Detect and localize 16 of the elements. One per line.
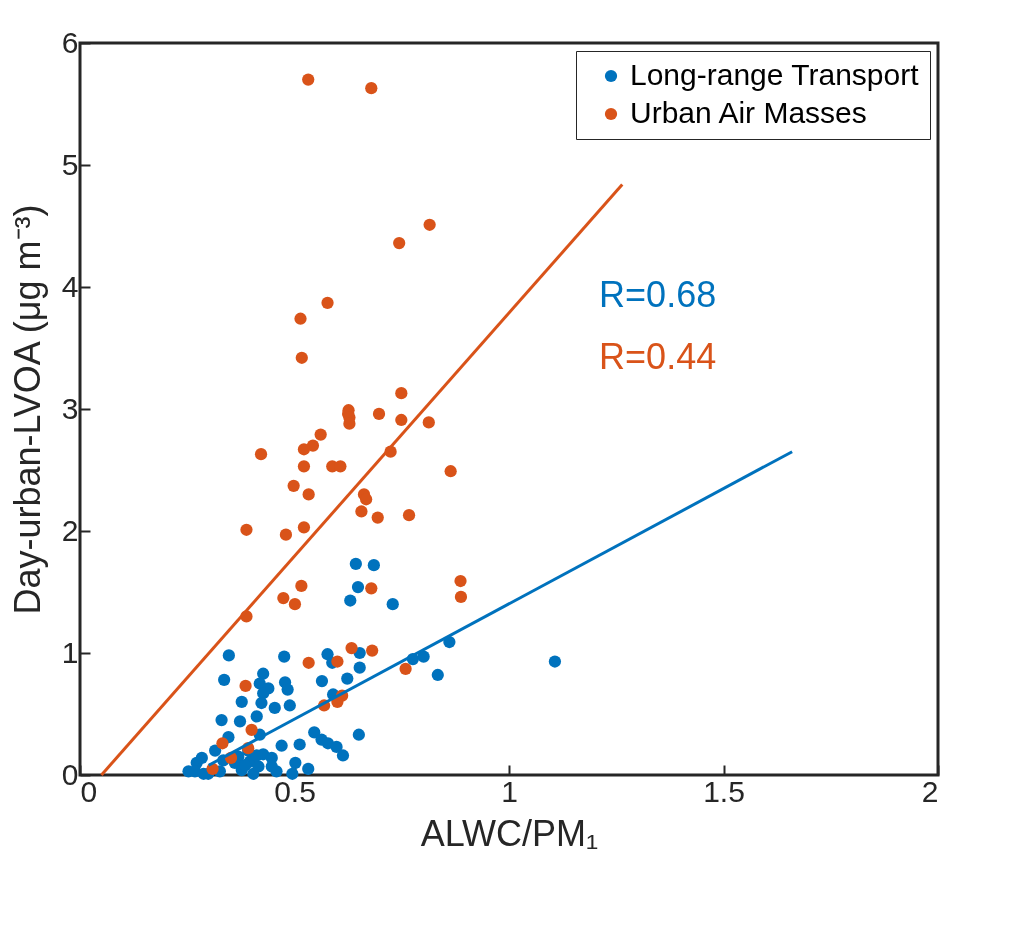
x-axis-title: ALWC/PM₁ [420, 812, 599, 854]
y-tick-label: 6 [61, 25, 79, 59]
x-tick-label: 2 [921, 774, 939, 808]
y-tick-label: 4 [61, 269, 79, 303]
y-tick-label: 1 [61, 635, 79, 669]
y-axis-title: Day-urban-LVOA (μg m⁻³) [6, 204, 48, 615]
annotation: R=0.68 [599, 273, 717, 315]
legend-label: Long-range Transport [630, 58, 920, 91]
y-tick-label: 5 [61, 147, 79, 181]
y-tick-label: 2 [61, 513, 79, 547]
x-tick-label: 1 [501, 774, 518, 808]
x-tick-label: 1.5 [703, 774, 745, 808]
y-tick-label: 3 [61, 391, 79, 425]
annotation: R=0.44 [599, 335, 717, 377]
legend-label: Urban Air Masses [630, 96, 867, 129]
x-tick-label: 0.5 [274, 774, 316, 808]
